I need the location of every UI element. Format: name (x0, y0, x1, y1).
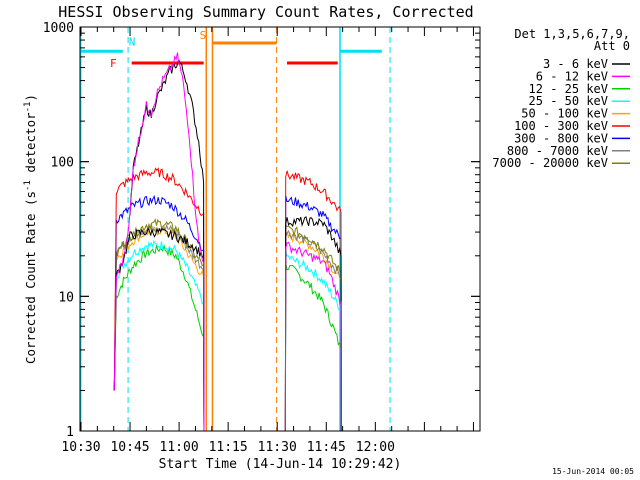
annotation-s: S (200, 29, 207, 42)
legend-label-25-50-kev: 25 - 50 keV (529, 94, 608, 108)
series-25-50-kev-pass1 (113, 239, 205, 432)
y-tick-label: 1 (66, 425, 74, 440)
series-3-6-kev-pass1 (113, 226, 205, 432)
x-tick-label: 11:30 (258, 440, 297, 455)
series-300-800-kev-pass1 (113, 194, 205, 432)
annotation-n: N (129, 35, 136, 48)
series-100-300-kev-pass2 (284, 170, 342, 432)
legend-label-6-12-kev: 6 - 12 keV (536, 69, 608, 83)
y-axis: 1 10 100 1000 (43, 21, 480, 440)
series-100-300-kev-pass1 (113, 167, 205, 432)
series-7000-20000-kev-pass2 (284, 224, 342, 432)
x-tick-label: 11:45 (307, 440, 346, 455)
series-25-50-kev-pass2 (284, 251, 342, 432)
x-axis-label: Start Time (14-Jun-14 10:29:42) (159, 457, 402, 472)
series-50-100-kev-pass1 (113, 224, 205, 432)
x-axis: 10:30 10:45 11:00 11:15 11:30 11:45 12:00 (61, 27, 474, 455)
y-axis-label: Corrected Count Rate (s-1 detector-1) (23, 94, 38, 364)
legend-label-300-800-kev: 300 - 800 keV (514, 131, 608, 145)
series-3-6-kev-pass2 (284, 216, 342, 432)
legend-label-50-100-kev: 50 - 100 keV (521, 107, 608, 121)
legend-label-7000-20000-kev: 7000 - 20000 keV (492, 156, 608, 170)
annotation-f: F (110, 57, 117, 70)
legend-header-line2: Att 0 (594, 39, 630, 53)
y-tick-label: 1000 (43, 21, 74, 36)
x-tick-label: 10:30 (61, 440, 100, 455)
series-6-12-kev-pass2 (284, 241, 342, 432)
series-7000-20000-kev-pass1 (113, 218, 205, 432)
series-12-25-kev-pass2 (284, 262, 342, 432)
legend-label-800-7000-kev: 800 - 7000 keV (507, 144, 608, 158)
plot-frame (79, 26, 481, 432)
x-tick-label: 10:45 (110, 440, 149, 455)
y-tick-label: 10 (58, 290, 74, 305)
legend-header-line1: Det 1,3,5,6,7,9, (514, 27, 630, 41)
series-12-25-kev-pass1 (113, 244, 205, 432)
plot-area: NF S (79, 27, 391, 432)
x-tick-label: 11:15 (209, 440, 248, 455)
legend-label-12-25-kev: 12 - 25 keV (529, 82, 608, 96)
x-tick-label: 11:00 (160, 440, 199, 455)
x-tick-label: 12:00 (356, 440, 395, 455)
series-300-800-kev-pass2 (284, 195, 342, 432)
series-6-12-kev-pass1 (113, 52, 205, 432)
y-tick-label: 100 (51, 156, 74, 171)
legend-label-3-6-kev: 3 - 6 keV (543, 57, 608, 71)
series-800-7000-kev-pass1 (113, 223, 205, 432)
legend-label-100-300-kev: 100 - 300 keV (514, 119, 608, 133)
chart-title: HESSI Observing Summary Count Rates, Cor… (58, 3, 473, 21)
footer-date: 15-Jun-2014 00:05 (552, 467, 634, 476)
